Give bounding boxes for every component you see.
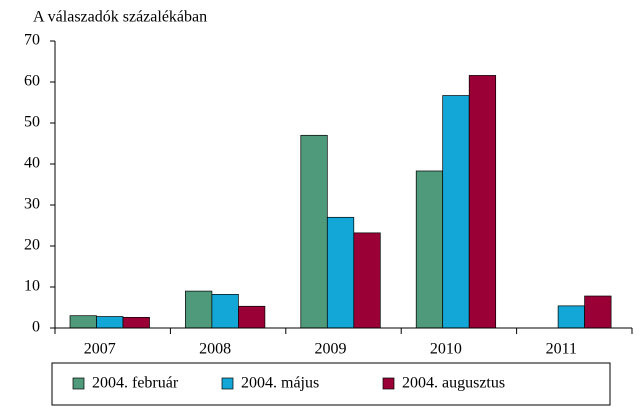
x-tick-label: 2008 [199, 341, 231, 358]
y-axis-label: A válaszadók százalékában [33, 9, 207, 26]
legend-label: 2004. május [241, 375, 319, 392]
bar [69, 315, 97, 329]
bar [557, 305, 585, 329]
legend-swatch [221, 377, 234, 390]
bar [415, 170, 444, 329]
bar [442, 95, 470, 329]
bar [468, 75, 497, 329]
x-tick-label: 2010 [430, 341, 462, 358]
y-tick-label: 0 [32, 319, 40, 336]
legend-label: 2004. február [92, 375, 179, 392]
x-tick-label: 2009 [315, 341, 347, 358]
y-tick-label: 30 [24, 196, 40, 213]
bar [326, 216, 355, 329]
legend-label: 2004. augusztus [402, 375, 505, 392]
y-tick-label: 50 [24, 114, 40, 131]
y-tick-label: 70 [24, 32, 40, 49]
bar [122, 316, 150, 329]
bar [96, 316, 124, 329]
y-tick-label: 40 [24, 155, 40, 172]
y-tick-label: 10 [24, 278, 40, 295]
x-tick-label: 2007 [84, 341, 116, 358]
x-tick-label: 2011 [546, 341, 577, 358]
bar [185, 290, 213, 329]
legend-swatch [382, 377, 395, 390]
y-tick-label: 60 [24, 73, 40, 90]
bar [353, 232, 381, 329]
bar [584, 295, 612, 329]
bar [211, 294, 239, 329]
bar [238, 305, 266, 329]
legend-swatch [72, 377, 85, 390]
bar [300, 134, 328, 329]
legend-box [51, 362, 611, 406]
y-tick-label: 20 [24, 237, 40, 254]
